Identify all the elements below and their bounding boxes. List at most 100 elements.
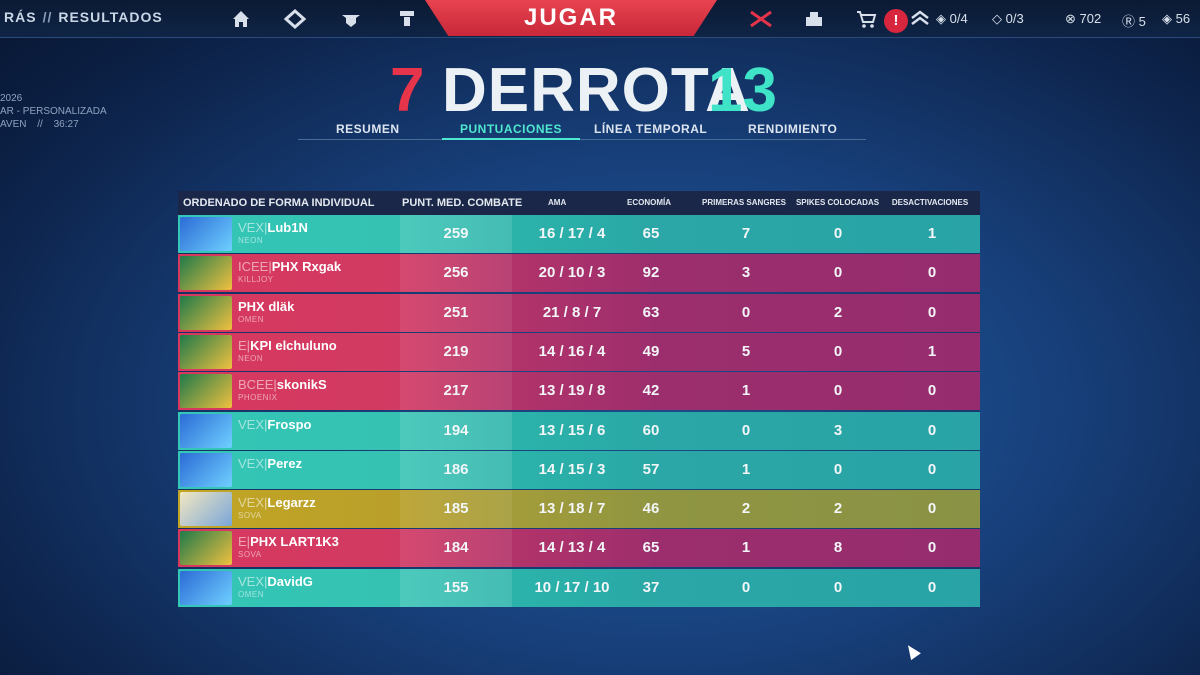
table-row[interactable]: BCEE|skonikS PHOENIX 217 13 / 19 / 8 42 1 0 0 (178, 372, 980, 411)
first-bloods-value: 0 (741, 303, 751, 321)
defuses-value: 0 (927, 539, 937, 557)
sort-header[interactable]: ORDENADO DE FORMA INDIVIDUAL (183, 197, 375, 209)
player-name-text: PHX dläk (238, 298, 295, 314)
agent-portrait (180, 334, 232, 369)
acs-value: 155 (443, 578, 469, 596)
tab-performance[interactable]: RENDIMIENTO (748, 122, 838, 136)
acs-highlight (400, 568, 512, 607)
player-name[interactable]: VEX|Frospo (238, 417, 311, 432)
economy-value: 42 (642, 382, 660, 400)
player-info: BCEE|skonikS PHOENIX (238, 377, 327, 402)
economy-value: 92 (642, 264, 660, 282)
social-icon[interactable] (803, 8, 825, 37)
alert-icon[interactable]: ! (884, 9, 908, 33)
breadcrumb-back[interactable]: RÁS (4, 9, 37, 25)
kda-value: 13 / 19 / 8 (538, 382, 606, 400)
agent-portrait (180, 256, 232, 291)
table-row[interactable]: PHX dläk OMEN 251 21 / 8 / 7 63 0 2 0 (178, 293, 980, 332)
breadcrumb: RÁS // RESULTADOS (4, 9, 163, 25)
tab-scoreboard[interactable]: PUNTUACIONES (442, 122, 581, 140)
player-name-text: PHX Rxgak (271, 259, 342, 275)
table-row[interactable]: E|KPI elchuluno NEON 219 14 / 16 / 4 49 5 0 1 (178, 332, 980, 371)
tag-separator: | (264, 416, 268, 432)
team-score: 7 (390, 56, 425, 125)
player-name[interactable]: VEX|Perez (238, 456, 302, 471)
player-name[interactable]: E|KPI elchuluno (238, 338, 337, 353)
match-mode: AR - PERSONALIZADA (0, 106, 107, 117)
agent-portrait (180, 217, 232, 251)
player-name[interactable]: BCEE|skonikS (238, 377, 327, 392)
player-name[interactable]: VEX|Lub1N (238, 220, 308, 235)
player-name-text: skonikS (276, 377, 327, 393)
battlepass-icon[interactable] (748, 8, 774, 37)
economy-value: 60 (642, 421, 660, 439)
home-icon[interactable] (230, 8, 252, 30)
first-bloods-value: 1 (741, 539, 751, 557)
player-info: VEX|Frospo (238, 417, 311, 433)
kingdom-icon: ◈ (1162, 11, 1172, 26)
economy-value: 49 (642, 342, 660, 360)
valorant-points[interactable]: ⊗ 702 (1065, 11, 1101, 27)
collection-icon[interactable] (283, 8, 307, 30)
player-tag: VEX (238, 455, 265, 471)
table-row[interactable]: ICEE|PHX Rxgak KILLJOY 256 20 / 10 / 3 92 3 0 0 (178, 254, 980, 293)
player-name[interactable]: ICEE|PHX Rxgak (238, 259, 341, 274)
plants-value: 2 (833, 500, 843, 518)
career-icon[interactable] (396, 8, 418, 30)
defuses-value: 0 (927, 578, 937, 596)
kingdom-credits[interactable]: ◈ 56 (1162, 11, 1190, 27)
first-bloods-header[interactable]: PRIMERAS SANGRES (701, 198, 786, 207)
kda-value: 14 / 15 / 3 (538, 460, 606, 478)
table-row[interactable]: E|PHX LART1K3 SOVA 184 14 / 13 / 4 65 1 8 0 (178, 529, 980, 568)
plants-value: 0 (833, 342, 843, 360)
acs-highlight (400, 254, 512, 293)
player-name[interactable]: VEX|Legarzz (238, 495, 316, 510)
kc-value: 56 (1175, 11, 1191, 26)
economy-value: 65 (642, 225, 660, 242)
economy-value: 63 (642, 303, 660, 321)
defuses-value: 1 (927, 225, 937, 242)
kda-value: 16 / 17 / 4 (538, 225, 606, 242)
table-row[interactable]: VEX|Legarzz SOVA 185 13 / 18 / 7 46 2 2 0 (178, 490, 980, 529)
table-row[interactable]: VEX|DavidG OMEN 155 10 / 17 / 10 37 0 0 0 (178, 568, 980, 607)
tab-timeline[interactable]: LÍNEA TEMPORAL (594, 122, 708, 136)
mouse-cursor-icon (903, 641, 921, 661)
top-navigation-bar: RÁS // RESULTADOS JUGAR ! ◈ 0/4 ◇ 0/3 ⊗ 70… (0, 0, 1200, 38)
economy-header[interactable]: ECONOMÍA (627, 198, 671, 207)
results-tabs: RESUMEN PUNTUACIONES LÍNEA TEMPORAL REND… (298, 122, 866, 140)
acs-highlight (400, 215, 512, 253)
store-icon[interactable] (855, 8, 877, 37)
player-name[interactable]: PHX dläk (238, 299, 294, 314)
table-row[interactable]: VEX|Frospo 194 13 / 15 / 6 60 0 3 0 (178, 411, 980, 450)
player-info: PHX dläk OMEN (238, 299, 294, 324)
table-row[interactable]: VEX|Perez 186 14 / 15 / 3 57 1 0 0 (178, 450, 980, 489)
acs-highlight (400, 372, 512, 411)
player-name[interactable]: E|PHX LART1K3 (238, 534, 339, 549)
kda-value: 13 / 18 / 7 (538, 500, 606, 518)
kda-value: 13 / 15 / 6 (538, 421, 606, 439)
agent-portrait (180, 492, 232, 527)
play-button[interactable]: JUGAR (425, 0, 717, 36)
radianite-points[interactable]: Ⓡ 5 (1122, 11, 1146, 30)
player-tag: VEX (238, 416, 265, 432)
agent-name: SOVA (238, 550, 262, 560)
table-row[interactable]: VEX|Lub1N NEON 259 16 / 17 / 4 65 7 0 1 (178, 215, 980, 253)
match-info: 2026 AR - PERSONALIZADA AVEN // 36:27 (0, 92, 107, 131)
acs-value: 194 (443, 421, 469, 439)
first-bloods-value: 2 (741, 500, 751, 518)
kda-header[interactable]: AMA (548, 198, 567, 207)
agent-portrait (180, 570, 232, 605)
first-bloods-value: 0 (741, 578, 751, 596)
agents-icon[interactable] (340, 8, 362, 30)
defuses-value: 0 (927, 421, 937, 439)
plants-header[interactable]: SPIKES COLOCADAS (795, 198, 880, 207)
player-info: VEX|Perez (238, 456, 302, 472)
plants-value: 8 (833, 539, 843, 557)
defuses-header[interactable]: DESACTIVACIONES (891, 198, 969, 207)
counter-b: ◇ 0/3 (992, 11, 1024, 27)
acs-header[interactable]: PUNT. MED. COMBATE (402, 197, 523, 209)
plants-value: 2 (833, 303, 843, 321)
tab-summary[interactable]: RESUMEN (336, 122, 400, 136)
acs-highlight (400, 411, 512, 450)
player-name[interactable]: VEX|DavidG (238, 574, 313, 589)
